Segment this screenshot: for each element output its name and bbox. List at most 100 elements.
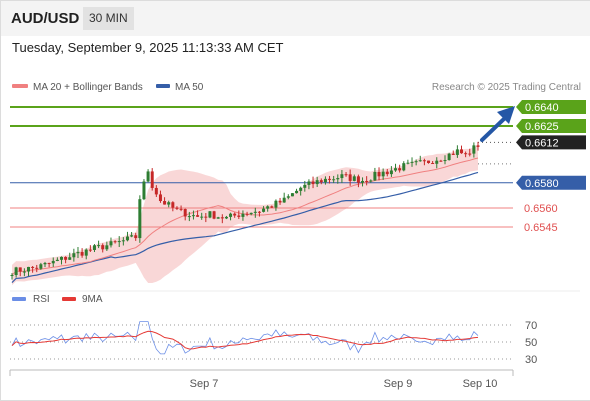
candle xyxy=(472,142,476,158)
candle xyxy=(389,166,393,177)
candle xyxy=(138,195,142,243)
rsi-grid: 30 50 70 xyxy=(10,320,537,366)
price-tag xyxy=(516,118,586,133)
candle xyxy=(59,256,63,265)
candle xyxy=(402,161,406,172)
candle xyxy=(451,150,455,156)
candle xyxy=(146,169,150,183)
price-label-text: 0.6625 xyxy=(525,121,559,133)
candle xyxy=(398,164,402,173)
candle xyxy=(229,212,233,221)
candle xyxy=(332,175,336,184)
candle xyxy=(348,169,352,186)
candle xyxy=(113,240,117,244)
candle xyxy=(439,159,443,162)
price-levels xyxy=(10,106,513,228)
price-label-text: 0.6545 xyxy=(524,222,558,234)
candle xyxy=(464,151,468,158)
x-label-sep10: Sep 10 xyxy=(463,378,498,390)
candle xyxy=(154,185,158,197)
candle xyxy=(476,141,480,151)
candle xyxy=(187,211,191,222)
rsi-legend-swatch xyxy=(12,297,26,301)
rsi-line xyxy=(11,321,479,355)
rsi-legend-label: RSI xyxy=(33,294,50,305)
pivot-price-label: 0.6580 xyxy=(516,175,586,190)
candle xyxy=(418,155,422,162)
candle xyxy=(435,157,439,169)
candle xyxy=(196,210,200,217)
candle xyxy=(328,175,332,184)
candle xyxy=(84,248,88,260)
rsi-lines xyxy=(11,321,479,355)
ma20-legend-label: MA 20 + Bollinger Bands xyxy=(33,82,143,93)
price-label-text: 0.6580 xyxy=(525,178,559,190)
rsi-ma-legend-label: 9MA xyxy=(82,294,103,305)
candle xyxy=(191,210,195,220)
candle xyxy=(97,240,101,249)
candle xyxy=(72,248,76,262)
candle xyxy=(237,210,241,220)
timeframe-button[interactable]: 30 MIN xyxy=(83,7,134,30)
price-tag xyxy=(516,135,586,150)
candle xyxy=(410,157,414,167)
candle xyxy=(443,155,447,165)
candle xyxy=(381,168,385,180)
candle xyxy=(369,179,373,183)
candle xyxy=(262,206,266,213)
candle xyxy=(460,145,464,154)
candle xyxy=(245,211,249,217)
candle xyxy=(134,232,138,241)
timestamp: Tuesday, September 9, 2025 11:13:33 AM C… xyxy=(12,40,284,55)
candle xyxy=(175,206,179,211)
rsi-ma-line xyxy=(11,330,479,350)
candle xyxy=(468,148,472,157)
candle xyxy=(361,177,365,187)
candle xyxy=(323,176,327,185)
candle xyxy=(352,174,356,182)
candle xyxy=(307,179,311,190)
candle xyxy=(92,244,96,253)
candle xyxy=(35,264,39,273)
x-label-sep9: Sep 9 xyxy=(384,378,413,390)
candle xyxy=(249,212,253,216)
candle xyxy=(356,174,360,188)
candle xyxy=(117,236,121,248)
candle xyxy=(14,266,18,278)
rsi-axis-label: 70 xyxy=(525,320,537,332)
candle xyxy=(121,237,125,246)
x-label-sep7: Sep 7 xyxy=(190,378,219,390)
candle xyxy=(183,208,187,221)
candle xyxy=(142,179,146,201)
candle xyxy=(158,190,162,203)
price-chart[interactable]: MA 20 + Bollinger Bands MA 50 Research ©… xyxy=(0,60,590,400)
candle xyxy=(303,180,307,192)
price-label-text: 0.6640 xyxy=(525,102,559,114)
trend-arrow-icon xyxy=(480,106,515,142)
candle xyxy=(299,186,303,196)
candle xyxy=(336,174,340,184)
candle xyxy=(274,199,278,211)
candle xyxy=(109,237,113,248)
rsi-ma-legend-swatch xyxy=(62,297,76,301)
candle xyxy=(315,176,319,187)
candle xyxy=(406,159,410,165)
resistance-price-label: 0.6625 xyxy=(516,118,586,133)
candle xyxy=(224,215,228,220)
candle xyxy=(290,193,294,197)
candle xyxy=(241,210,245,221)
price-labels: 0.6640 0.6625 0.6612 0.6580 0.6560 0.6545 xyxy=(516,100,586,234)
rsi-axis-label: 50 xyxy=(525,337,537,349)
price-label-text: 0.6560 xyxy=(524,203,558,215)
candle xyxy=(76,247,80,259)
candle xyxy=(130,232,134,238)
support-price-label: 0.6545 xyxy=(524,222,558,234)
candle xyxy=(385,168,389,177)
candle xyxy=(101,243,105,253)
candle xyxy=(311,176,315,189)
candle xyxy=(455,145,459,158)
ma20-line xyxy=(11,157,479,276)
support-price-label: 0.6560 xyxy=(524,203,558,215)
candle xyxy=(344,172,348,177)
candle xyxy=(422,158,426,166)
